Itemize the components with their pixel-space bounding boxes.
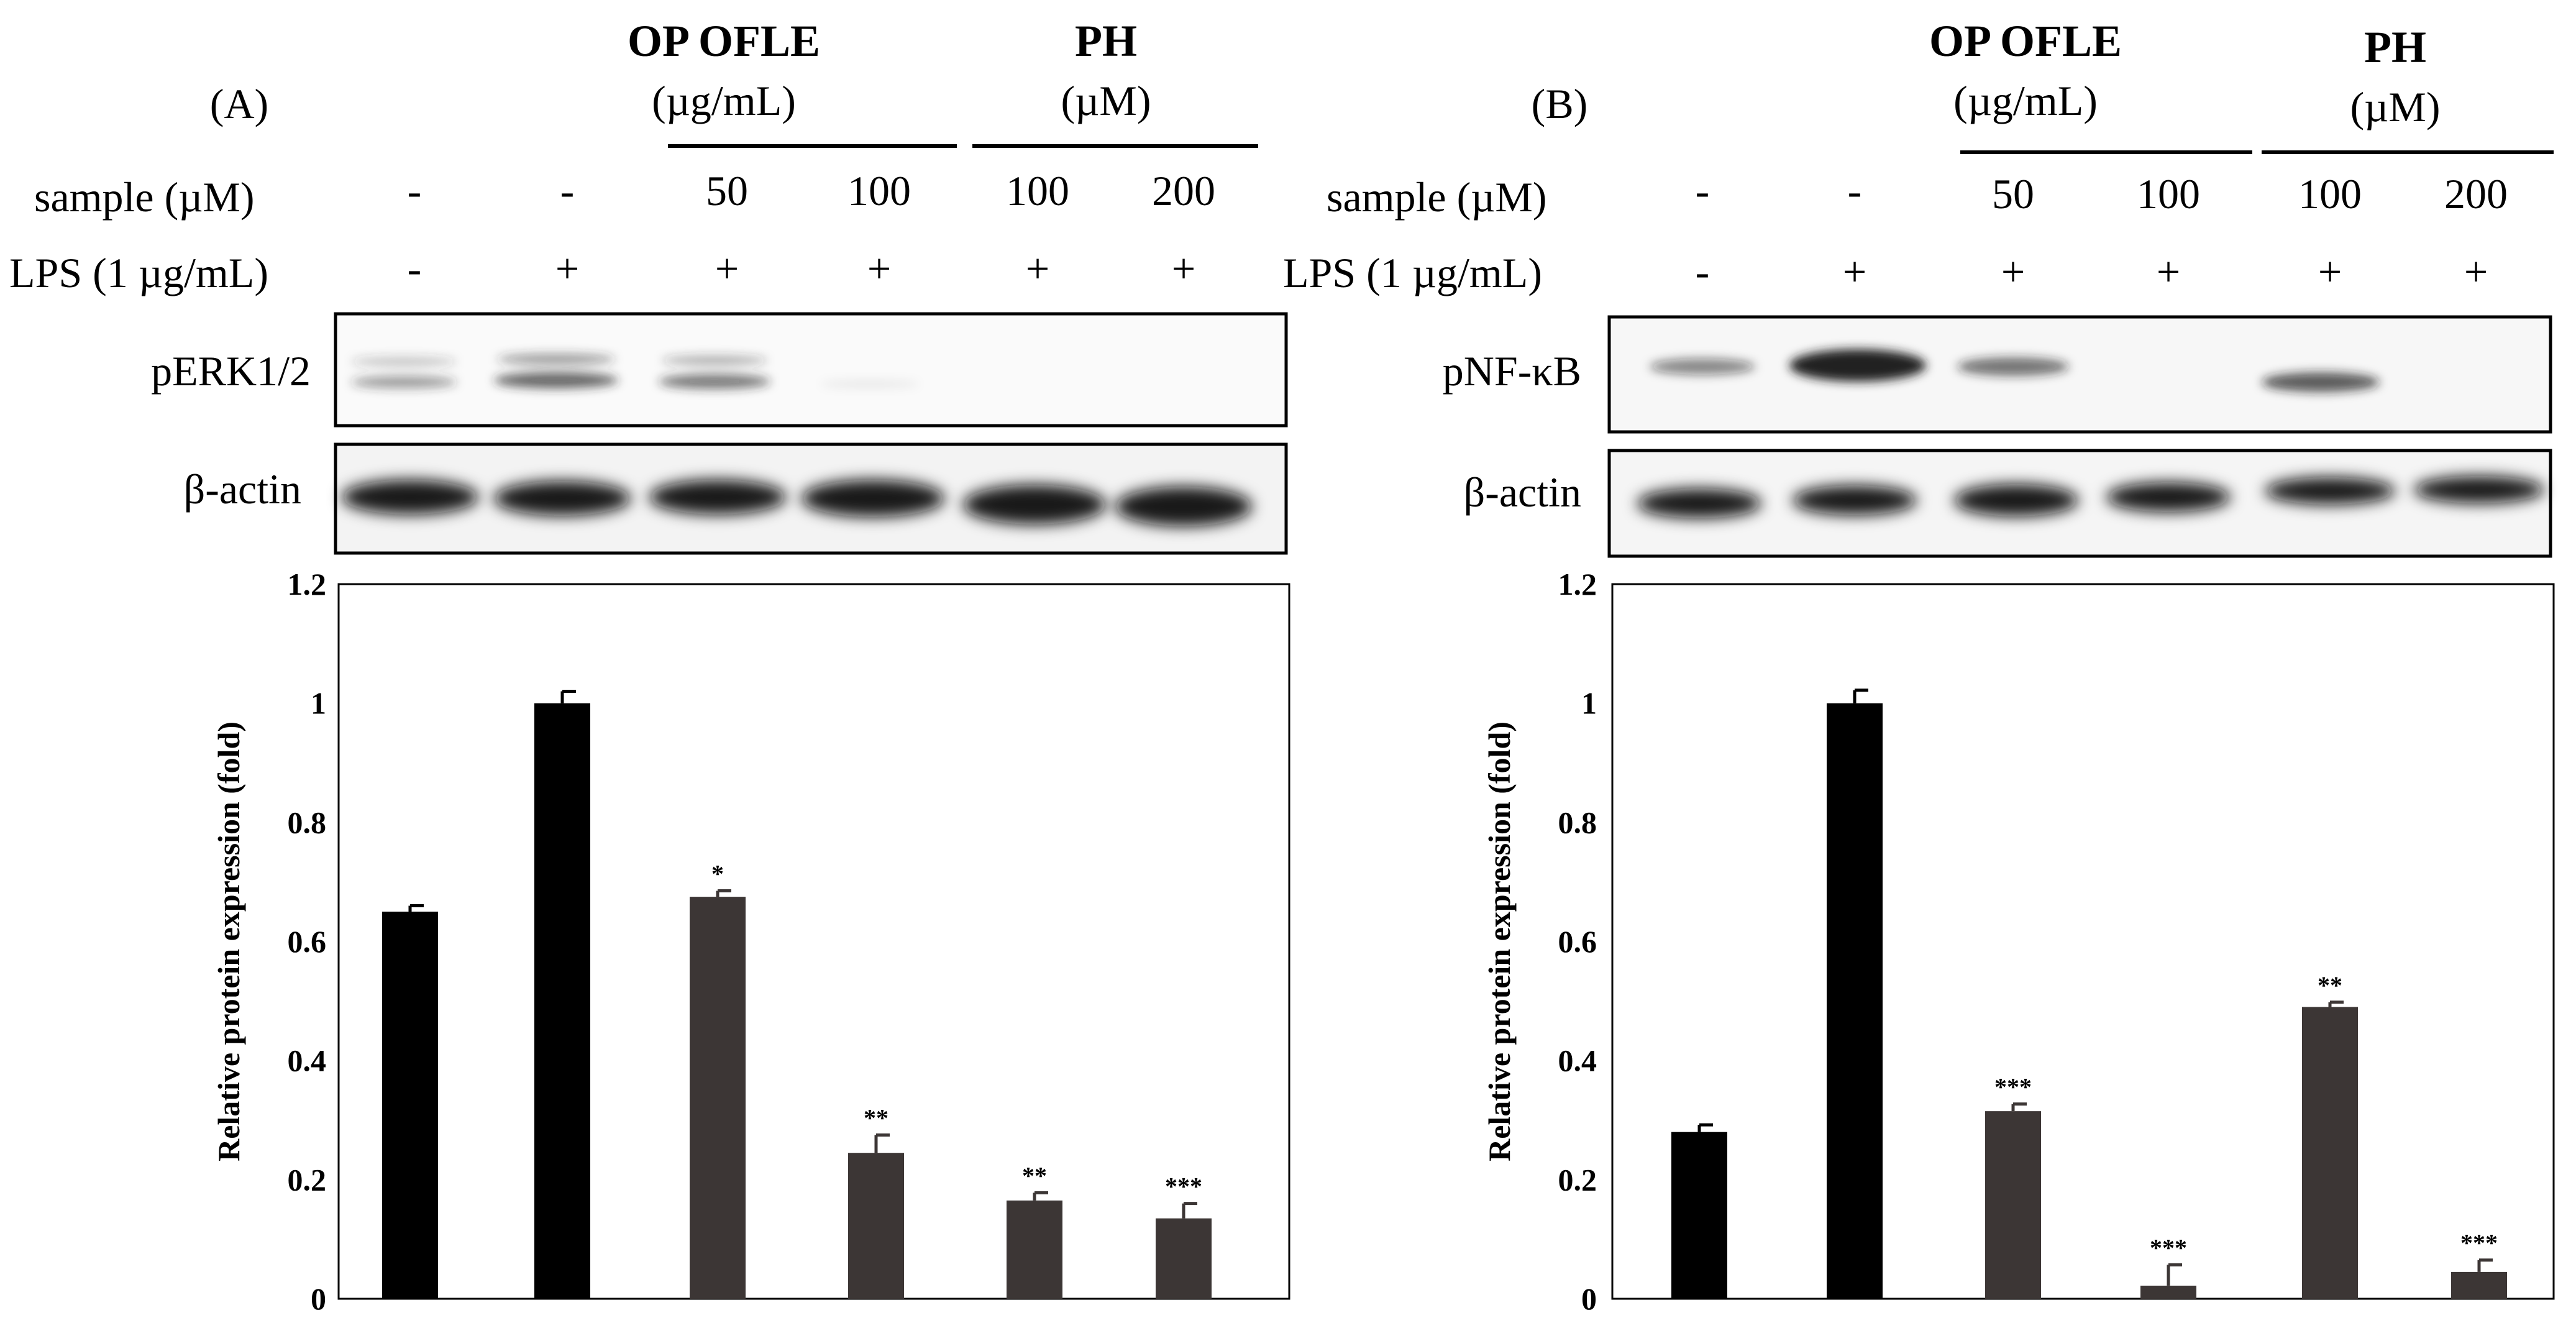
chart-a-significance-label: *** (1165, 1173, 1202, 1201)
chart-b-bar (2302, 1007, 2358, 1299)
sample-value: 100 (2298, 170, 2362, 217)
panel-a: (A) OP OFLE (µg/mL) PH (µM) sample (µM) … (9, 16, 1290, 1316)
panel-b-target-blot (1607, 315, 2552, 434)
chart-b-ytick-label: 0.4 (1558, 1043, 1597, 1078)
panel-a-sample-values: - - 50 100 100 200 (408, 167, 1215, 214)
lps-value: + (715, 245, 739, 292)
panel-a-lps-values: - + + + + + (408, 245, 1196, 292)
chart-b-ytick-label: 1.2 (1558, 567, 1597, 602)
chart-a-bar (690, 897, 746, 1299)
chart-b-significance-label: *** (2150, 1234, 2187, 1261)
chart-b-ytick-label: 0 (1581, 1281, 1597, 1316)
lps-value: + (867, 245, 891, 292)
chart-a-significance-label: * (711, 860, 724, 888)
lps-value: + (2157, 248, 2180, 295)
panel-b-control-blot (1607, 449, 2552, 558)
chart-a-significance-label: ** (864, 1104, 888, 1132)
chart-b-ytick-label: 0.2 (1558, 1162, 1597, 1197)
chart-a-ytick-label: 0 (311, 1281, 326, 1316)
chart-b-bar (1827, 703, 1883, 1299)
sample-value: 50 (706, 167, 748, 214)
panel-a-lps-label: LPS (1 µg/mL) (9, 249, 268, 296)
sample-value: - (408, 167, 422, 214)
panel-b-lps-label: LPS (1 µg/mL) (1283, 249, 1542, 296)
sample-value: 100 (1006, 167, 1069, 214)
sample-value: 100 (847, 167, 911, 214)
chart-a-bar (848, 1153, 904, 1299)
sample-value: 100 (2137, 170, 2200, 217)
lps-value: - (1696, 248, 1710, 295)
panel-b-group2-title: PH (2364, 22, 2426, 72)
chart-a-ytick-label: 0.8 (288, 805, 327, 840)
chart-b-frame (1611, 583, 2555, 1300)
sample-value: 50 (1992, 170, 2034, 217)
panel-b-lps-values: - + + + + + (1696, 248, 2488, 295)
sample-value: - (1848, 167, 1862, 214)
panel-a-control-blot (334, 442, 1288, 555)
chart-a-bar (534, 703, 590, 1299)
panel-a-label: (A) (210, 80, 268, 127)
panel-a-target-blot-label: pERK1/2 (151, 347, 311, 395)
chart-b-significance-label: *** (2460, 1229, 2498, 1257)
sample-value: - (1696, 167, 1710, 214)
lps-value: + (2001, 248, 2025, 295)
chart-b-ytick-label: 1 (1581, 686, 1597, 721)
chart-b: Relative protein expression (fold) 0 0.2 0… (1482, 567, 2555, 1316)
chart-a-ytick-label: 0.2 (288, 1162, 327, 1197)
chart-a-ytick-label: 1.2 (288, 567, 327, 602)
lps-value: + (1026, 245, 1049, 292)
panel-b: (B) OP OFLE (µg/mL) PH (µM) sample (µM) … (1283, 16, 2555, 1316)
chart-b-ytick-label: 0.8 (1558, 805, 1597, 840)
panel-a-target-blot (334, 312, 1288, 428)
chart-a-ylabel: Relative protein expression (fold) (211, 721, 246, 1161)
chart-b-significance-label: *** (1994, 1073, 2032, 1101)
panel-a-control-blot-label: β-actin (184, 465, 301, 513)
chart-b-bar (1671, 1132, 1727, 1299)
chart-b-bar (2140, 1285, 2196, 1299)
panel-b-label: (B) (1532, 80, 1588, 127)
chart-a-ytick-label: 0.4 (288, 1043, 327, 1078)
chart-a-ytick-label: 0.6 (288, 924, 327, 959)
panel-a-group2-unit: (µM) (1061, 77, 1151, 124)
panel-a-group1-title: OP OFLE (628, 16, 820, 66)
panel-a-group1-unit: (µg/mL) (652, 77, 796, 124)
sample-value: 200 (2444, 170, 2508, 217)
lps-value: + (2318, 248, 2342, 295)
lps-value: + (1843, 248, 1866, 295)
chart-a: Relative protein expression (fold) 0 0.2 0… (211, 567, 1290, 1316)
chart-a-bar (382, 912, 438, 1299)
panel-b-sample-values: - - 50 100 100 200 (1696, 167, 2508, 217)
lps-value: + (2464, 248, 2488, 295)
chart-b-significance-label: ** (2318, 971, 2342, 999)
lps-value: + (1172, 245, 1195, 292)
panel-b-control-blot-label: β-actin (1464, 469, 1581, 516)
chart-a-bar (1156, 1218, 1212, 1299)
chart-b-bar (1985, 1111, 2041, 1299)
chart-b-bar (2451, 1271, 2507, 1299)
chart-a-significance-label: ** (1022, 1161, 1047, 1189)
chart-a-frame (337, 583, 1290, 1300)
chart-a-ytick-label: 1 (311, 686, 326, 721)
panel-b-sample-label: sample (µM) (1327, 173, 1547, 221)
chart-b-ytick-label: 0.6 (1558, 924, 1597, 959)
lps-value: - (408, 245, 422, 292)
lps-value: + (555, 245, 579, 292)
chart-a-bar (1007, 1200, 1062, 1299)
sample-value: - (560, 167, 575, 214)
panel-b-target-blot-label: pNF-κB (1443, 347, 1581, 395)
panel-b-group1-title: OP OFLE (1929, 16, 2122, 66)
panel-a-sample-label: sample (µM) (34, 173, 255, 221)
panel-a-group2-title: PH (1075, 16, 1137, 66)
panel-b-group2-unit: (µM) (2350, 83, 2441, 130)
chart-b-ylabel: Relative protein expression (fold) (1482, 721, 1517, 1161)
sample-value: 200 (1152, 167, 1215, 214)
panel-b-group1-unit: (µg/mL) (1953, 77, 2098, 124)
